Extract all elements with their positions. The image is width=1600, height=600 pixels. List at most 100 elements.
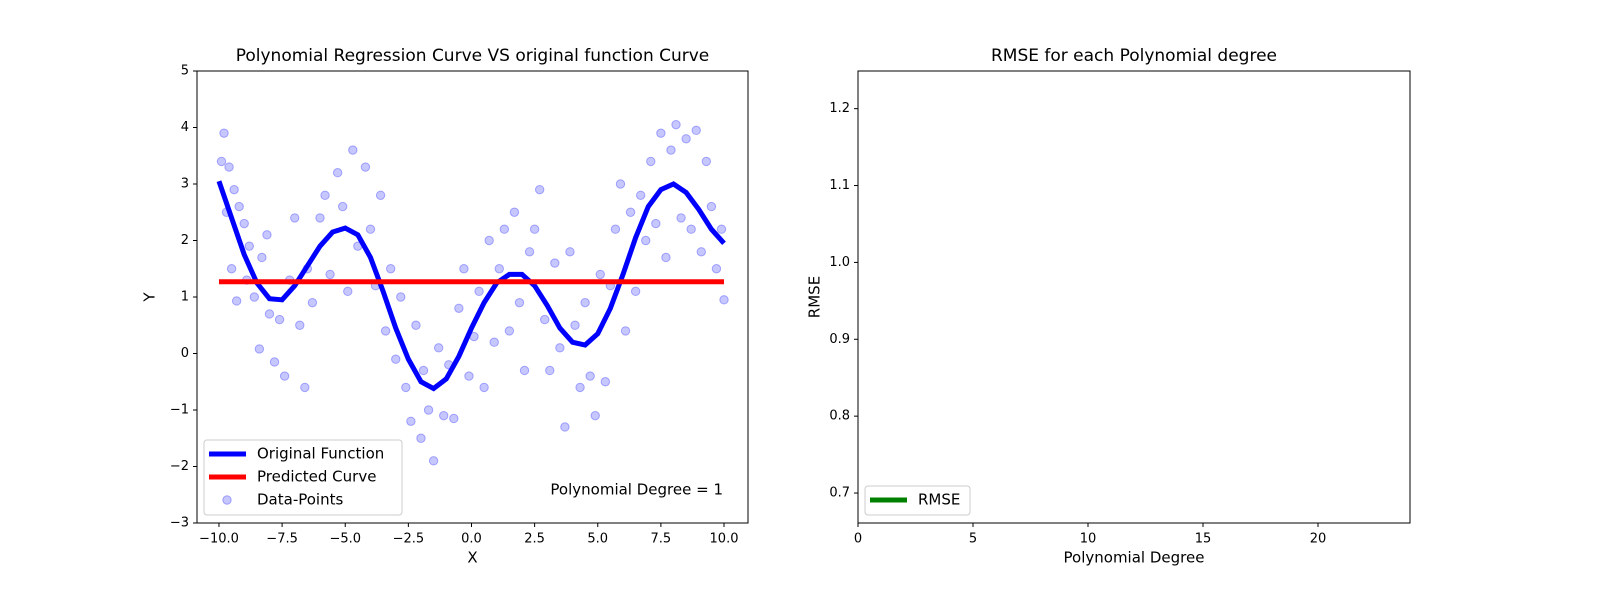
data-point [529,224,540,234]
data-point [575,382,585,393]
data-point [428,456,439,466]
x-tick-label: 2.5 [524,532,545,547]
data-point [504,326,515,336]
data-point [365,224,376,234]
data-point [540,314,550,325]
data-point [262,230,272,240]
data-point [565,247,575,257]
y-tick-label: 0 [181,346,189,361]
data-point [585,371,595,381]
data-point [401,382,411,393]
legend-label: Predicted Curve [257,468,376,486]
data-point [706,201,717,212]
data-point [360,162,371,172]
y-tick-label: 1.1 [829,178,850,193]
data-point [338,201,348,212]
x-tick-label: 7.5 [651,532,672,547]
data-point [646,156,656,167]
y-tick-label: 2 [181,233,189,248]
data-point [274,314,285,325]
data-point [307,297,318,308]
x-axis-label: Polynomial Degree [1064,549,1205,567]
x-tick-label: 0.0 [461,532,482,547]
data-point [239,218,249,229]
legend-box [203,439,403,516]
x-tick-label: 5.0 [587,532,608,547]
data-point [216,156,227,167]
data-point [534,184,545,195]
data-point [494,264,504,274]
data-point [226,264,237,274]
data-point [411,320,421,330]
data-point [391,354,401,364]
data-point [459,264,469,274]
data-point [681,134,691,144]
data-point [651,218,661,229]
data-point [454,303,464,313]
x-tick-label: 20 [1310,532,1327,547]
data-point [332,168,343,178]
data-point [719,295,729,305]
data-point [656,128,666,138]
data-point [711,264,722,274]
y-tick-label: −3 [170,516,189,531]
data-point [385,264,396,274]
data-point [666,145,676,155]
data-point [315,213,325,223]
x-tick-label: 10 [1080,532,1097,547]
data-point [696,247,706,257]
data-point [224,162,234,172]
data-point [625,207,636,217]
data-point [676,213,686,223]
legend-label: RMSE [918,491,960,509]
data-point [641,235,651,246]
data-point [279,371,290,381]
data-point [519,365,530,376]
data-point [474,286,484,297]
data-point [716,224,727,234]
data-point [509,207,520,217]
data-point [701,156,712,167]
data-point [418,365,429,376]
data-point [348,145,358,155]
data-point [514,297,525,308]
data-point [295,320,305,330]
data-point [380,326,391,336]
x-tick-label: −7.5 [266,532,298,547]
data-point [489,337,499,347]
data-point [234,201,244,212]
chart-title: RMSE for each Polynomial degree [991,46,1277,66]
data-point [423,405,434,415]
x-tick-label: 15 [1195,532,1212,547]
data-point [524,247,535,257]
data-point [560,422,570,432]
y-tick-label: −2 [170,459,189,474]
axes-frame [857,70,1411,524]
data-point [300,382,310,393]
x-tick-label: −10.0 [199,532,239,547]
data-point [550,258,560,268]
axes-frame [196,70,749,524]
data-point [661,252,671,263]
data-point [686,224,696,234]
line [216,180,726,392]
y-axis-label: RMSE [806,276,824,318]
data-point [396,292,406,302]
data-point [257,252,267,263]
x-tick-label: 10.0 [710,532,739,547]
data-point [231,296,242,306]
y-tick-label: 1.0 [829,255,850,270]
data-point [264,309,275,319]
data-point [343,286,353,297]
data-point [484,235,494,246]
plot-area [216,119,729,466]
legend-box [864,485,971,516]
data-point [449,413,459,424]
y-tick-label: 0.7 [829,486,850,501]
data-point [406,416,416,426]
data-point [610,224,621,234]
x-tick-label: −2.5 [393,532,425,547]
data-point [479,382,489,393]
data-point [320,190,330,201]
